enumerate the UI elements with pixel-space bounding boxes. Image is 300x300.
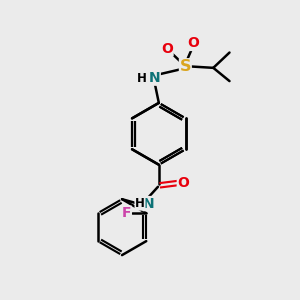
Text: H: H: [135, 197, 145, 210]
Text: S: S: [180, 59, 191, 74]
Text: O: O: [177, 176, 189, 190]
Text: F: F: [122, 206, 131, 220]
Text: O: O: [161, 42, 173, 56]
Text: O: O: [188, 36, 200, 50]
Text: N: N: [148, 71, 160, 85]
Text: N: N: [143, 196, 154, 211]
Text: H: H: [137, 72, 147, 85]
